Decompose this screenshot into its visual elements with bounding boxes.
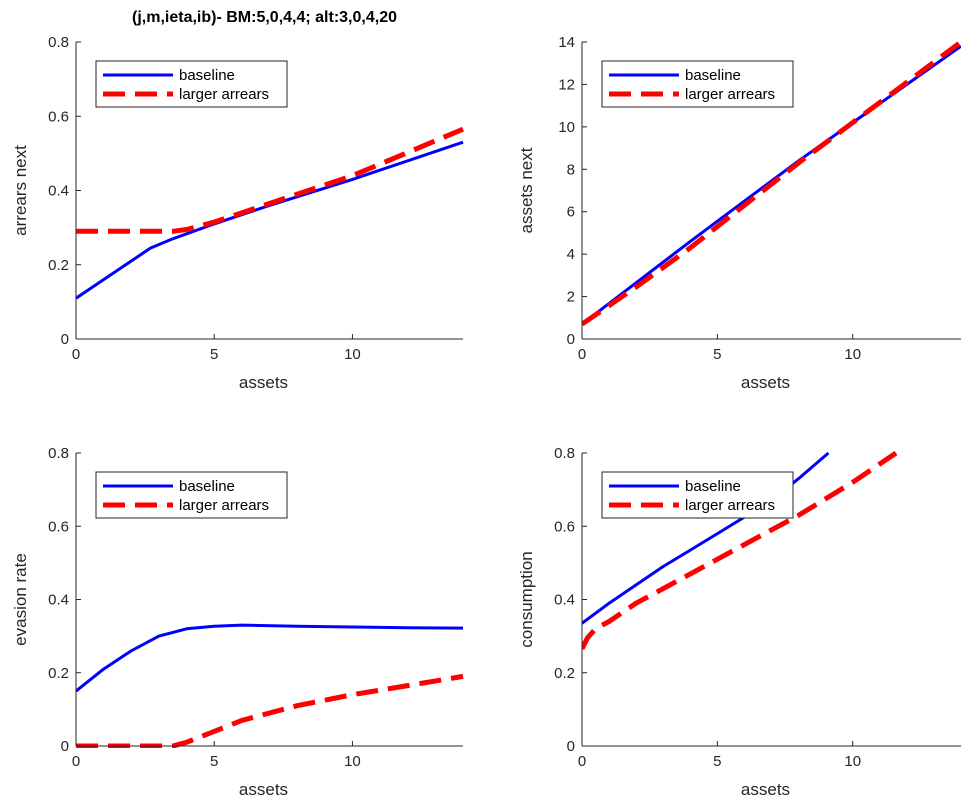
y-tick-label: 6 (567, 204, 575, 221)
y-tick-label: 0.4 (48, 183, 69, 200)
legend-label: larger arrears (179, 497, 269, 514)
series-line-baseline (76, 623, 464, 693)
legend-label: baseline (685, 478, 741, 495)
y-tick-label: 0 (61, 738, 69, 755)
legend-label: baseline (179, 67, 235, 84)
x-axis-label: assets (741, 373, 790, 392)
legend: baseline larger arrears (601, 60, 794, 108)
x-axis-label: assets (239, 780, 288, 799)
series-line-larger-arrears (582, 451, 898, 651)
legend-box (95, 471, 288, 519)
legend: baseline larger arrears (601, 471, 794, 519)
y-tick-label: 0.6 (48, 108, 69, 125)
y-axis-label: consumption (517, 551, 536, 647)
y-tick-label: 0.2 (554, 665, 575, 682)
y-tick-label: 0.8 (48, 34, 69, 51)
y-tick-label: 0.4 (554, 592, 575, 609)
legend-box (601, 60, 794, 108)
x-tick-label: 10 (344, 346, 361, 363)
y-tick-label: 0.6 (554, 518, 575, 535)
x-tick-label: 10 (844, 346, 861, 363)
x-axis-label: assets (741, 780, 790, 799)
y-tick-label: 0.4 (48, 592, 69, 609)
legend-label: larger arrears (685, 497, 775, 514)
y-tick-label: 0.2 (48, 665, 69, 682)
subplot-3: 0 5 10 0 0.2 0.4 0.6 0.8 assets evasion rate basel… (11, 445, 464, 799)
series-line-larger-arrears (76, 126, 464, 234)
legend-label: larger arrears (179, 86, 269, 103)
x-tick-label: 5 (210, 753, 218, 770)
series-line-baseline (76, 140, 464, 300)
x-axis-label: assets (239, 373, 288, 392)
legend-label: baseline (179, 478, 235, 495)
y-tick-label: 0 (567, 331, 575, 348)
y-tick-label: 2 (567, 289, 575, 306)
chart-title: (j,m,ieta,ib)- BM:5,0,4,4; alt:3,0,4,20 (132, 9, 397, 26)
x-tick-label: 0 (72, 346, 80, 363)
x-tick-label: 5 (713, 753, 721, 770)
legend-label: baseline (685, 67, 741, 84)
legend: baseline larger arrears (95, 471, 288, 519)
y-tick-label: 0.8 (554, 445, 575, 462)
series-line-larger-arrears (76, 673, 464, 748)
legend-box (95, 60, 288, 108)
subplot-2: 0 5 10 0 2 4 6 8 10 12 14 assets assets next baseline… (517, 34, 961, 392)
subplot-1: 0 5 10 0 0.2 0.4 0.6 0.8 assets arrears next (j,m,… (11, 9, 464, 392)
x-tick-label: 10 (844, 753, 861, 770)
y-tick-label: 0.2 (48, 257, 69, 274)
x-tick-label: 10 (344, 753, 361, 770)
y-axis-label: arrears next (11, 145, 30, 236)
y-axis-label: evasion rate (11, 553, 30, 646)
x-tick-label: 0 (578, 346, 586, 363)
y-axis-label: assets next (517, 147, 536, 233)
y-tick-label: 0.6 (48, 518, 69, 535)
y-tick-label: 12 (558, 76, 575, 93)
y-tick-label: 10 (558, 119, 575, 136)
y-tick-label: 0 (567, 738, 575, 755)
y-tick-label: 0 (61, 331, 69, 348)
y-tick-label: 4 (567, 246, 575, 263)
x-tick-label: 5 (713, 346, 721, 363)
subplot-4: 0 5 10 0 0.2 0.4 0.6 0.8 assets consumption baseli… (517, 445, 961, 799)
x-tick-label: 5 (210, 346, 218, 363)
y-tick-label: 14 (558, 34, 575, 51)
series-line-larger-arrears (582, 40, 961, 327)
y-tick-label: 8 (567, 161, 575, 178)
legend-label: larger arrears (685, 86, 775, 103)
legend-box (601, 471, 794, 519)
x-tick-label: 0 (578, 753, 586, 770)
y-tick-label: 0.8 (48, 445, 69, 462)
x-tick-label: 0 (72, 753, 80, 770)
legend: baseline larger arrears (95, 60, 288, 108)
